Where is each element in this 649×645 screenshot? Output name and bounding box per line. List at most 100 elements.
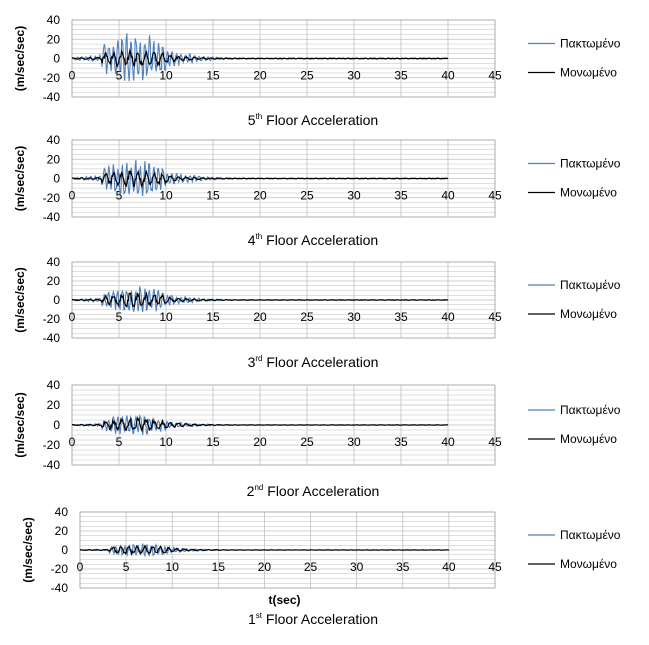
y-axis-label: (m/sec/sec) (13, 267, 27, 332)
plot-frame (71, 19, 496, 98)
legend-label: Μονωμένο (560, 66, 617, 80)
x-tick-label: 10 (166, 560, 180, 574)
y-tick-label: -20 (43, 191, 61, 205)
x-tick-label: 5 (116, 435, 123, 449)
y-tick-label: 20 (47, 152, 61, 166)
y-tick-label: 0 (53, 418, 60, 432)
y-tick-label: 0 (61, 543, 68, 557)
y-axis-label: (m/sec/sec) (21, 517, 35, 582)
x-tick-label: 25 (300, 189, 314, 203)
x-tick-label: 15 (206, 435, 220, 449)
x-tick-label: 5 (116, 310, 123, 324)
x-tick-label: 30 (347, 189, 361, 203)
x-tick-label: 25 (300, 435, 314, 449)
y-tick-label: 0 (53, 293, 60, 307)
x-tick-label: 15 (212, 560, 226, 574)
x-tick-label: 10 (159, 310, 173, 324)
y-tick-label: 40 (47, 133, 61, 147)
x-tick-label: 25 (300, 69, 314, 83)
y-tick-label: 40 (55, 505, 69, 519)
x-tick-label: 10 (159, 69, 173, 83)
x-tick-label: 35 (394, 310, 408, 324)
legend-label: Πακτωμένο (560, 528, 621, 542)
x-tick-label: 15 (206, 69, 220, 83)
chart-panel-2: 40 20 0 -20 -40 0 5 10 15 20 25 30 35 40 45 (m/sec/sec)… (13, 378, 621, 499)
x-tick-label: 30 (347, 69, 361, 83)
legend-label: Πακτωμένο (560, 37, 621, 51)
x-tick-label: 5 (123, 560, 130, 574)
chart-panel-4: 40 20 0 -20 -40 0 5 10 15 20 25 30 35 40 45 (m/sec/sec)… (13, 133, 621, 248)
y-tick-label: 0 (53, 52, 60, 66)
x-tick-label: 30 (347, 435, 361, 449)
x-axis-label: t(sec) (268, 593, 300, 607)
x-tick-label: 45 (488, 189, 502, 203)
chart-title: 5th Floor Acceleration (248, 112, 378, 128)
x-tick-label: 25 (300, 310, 314, 324)
series-line-isolated (71, 291, 448, 309)
x-tick-label: 20 (253, 435, 267, 449)
x-tick-label: 15 (206, 189, 220, 203)
y-tick-label: 40 (47, 255, 61, 269)
x-tick-label: 0 (69, 189, 76, 203)
chart-title: 3rd Floor Acceleration (248, 354, 379, 370)
chart-panel-1: 40 20 0 -20 -40 0 5 10 15 20 25 30 35 40 45 (m/sec/sec)… (21, 505, 621, 627)
x-tick-label: 20 (253, 189, 267, 203)
x-tick-label: 20 (253, 69, 267, 83)
y-tick-label: 20 (47, 398, 61, 412)
x-tick-label: 35 (394, 435, 408, 449)
x-tick-label: 40 (441, 189, 455, 203)
plot-frame (71, 261, 496, 339)
x-tick-label: 45 (488, 69, 502, 83)
x-tick-label: 35 (396, 560, 410, 574)
chart-title: 1st Floor Acceleration (248, 611, 378, 627)
x-tick-label: 0 (69, 435, 76, 449)
x-tick-label: 0 (69, 69, 76, 83)
x-tick-label: 20 (253, 310, 267, 324)
y-tick-label: 0 (53, 172, 60, 186)
y-axis-label: (m/sec/sec) (13, 26, 27, 91)
x-tick-label: 40 (441, 310, 455, 324)
x-tick-label: 40 (441, 435, 455, 449)
plot-frame (71, 139, 496, 218)
x-tick-label: 20 (258, 560, 272, 574)
y-tick-label: -40 (43, 458, 61, 472)
chart-title: 4th Floor Acceleration (248, 232, 378, 248)
x-tick-label: 30 (347, 310, 361, 324)
x-tick-label: 45 (488, 560, 502, 574)
x-tick-label: 0 (77, 560, 84, 574)
x-tick-label: 30 (350, 560, 364, 574)
legend-label: Πακτωμένο (560, 157, 621, 171)
series-line-isolated (79, 544, 449, 556)
y-tick-label: 20 (47, 274, 61, 288)
y-tick-label: -20 (43, 312, 61, 326)
chart-panel-5: 40 20 0 -20 -40 0 5 10 15 20 25 30 35 40 45 (m/sec/sec)… (13, 13, 621, 128)
x-tick-label: 15 (206, 310, 220, 324)
legend-label: Μονωμένο (560, 557, 617, 571)
legend-label: Πακτωμένο (560, 278, 621, 292)
y-tick-label: 20 (55, 524, 69, 538)
y-tick-label: -20 (43, 438, 61, 452)
chart-title: 2nd Floor Acceleration (247, 483, 380, 499)
y-tick-label: -40 (43, 90, 61, 104)
y-tick-label: 40 (47, 13, 61, 27)
y-tick-label: -40 (51, 581, 69, 595)
x-tick-label: 5 (116, 69, 123, 83)
legend-label: Μονωμένο (560, 186, 617, 200)
y-axis-label: (m/sec/sec) (13, 146, 27, 211)
chart-panel-3: 40 20 0 -20 -40 0 5 10 15 20 25 30 35 40 45 (m/sec/sec)… (13, 255, 621, 370)
series-line-isolated (71, 415, 448, 433)
x-tick-label: 35 (394, 69, 408, 83)
y-tick-label: -40 (43, 210, 61, 224)
x-tick-label: 10 (159, 435, 173, 449)
x-tick-label: 40 (442, 560, 456, 574)
legend-label: Μονωμένο (560, 432, 617, 446)
x-tick-label: 5 (116, 189, 123, 203)
y-tick-label: -20 (43, 71, 61, 85)
x-tick-label: 25 (304, 560, 318, 574)
y-axis-label: (m/sec/sec) (13, 392, 27, 457)
x-tick-label: 45 (488, 310, 502, 324)
plot-frame (71, 384, 496, 466)
y-tick-label: -40 (43, 331, 61, 345)
x-tick-label: 35 (394, 189, 408, 203)
